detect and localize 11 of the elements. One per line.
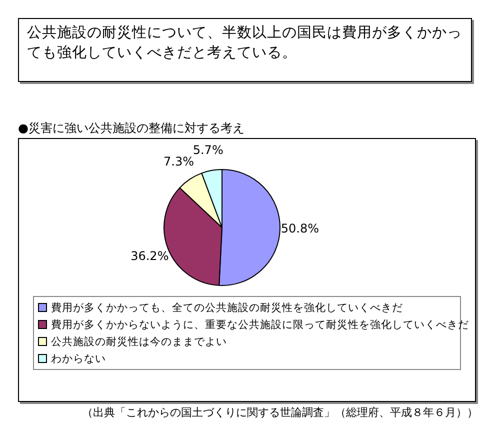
chart-subtitle: ●災害に強い公共施設の整備に対する考え [18,120,244,137]
legend-label: わからない [51,352,106,366]
data-label: 7.3% [164,154,194,169]
chart-title: 公共施設の耐災性について、半数以上の国民は費用が多くかかっても強化していくべきだと考えている。 [18,18,472,82]
data-label: 50.8% [280,222,320,236]
data-label: 5.7% [192,142,224,157]
legend-label: 費用が多くかからないように、重要な公共施設に限って耐災性を強化していくべきだ [51,318,469,332]
legend-label: 費用が多くかかっても、全ての公共施設の耐災性を強化していくべきだ [51,300,403,314]
text: （出典「これからの国土づくりに関する世論調査」（総理府、平成８年６月）） [82,405,478,420]
legend-label: 公共施設の耐災性は今のままでよい [51,334,227,348]
data-label: 36.2% [130,248,169,263]
